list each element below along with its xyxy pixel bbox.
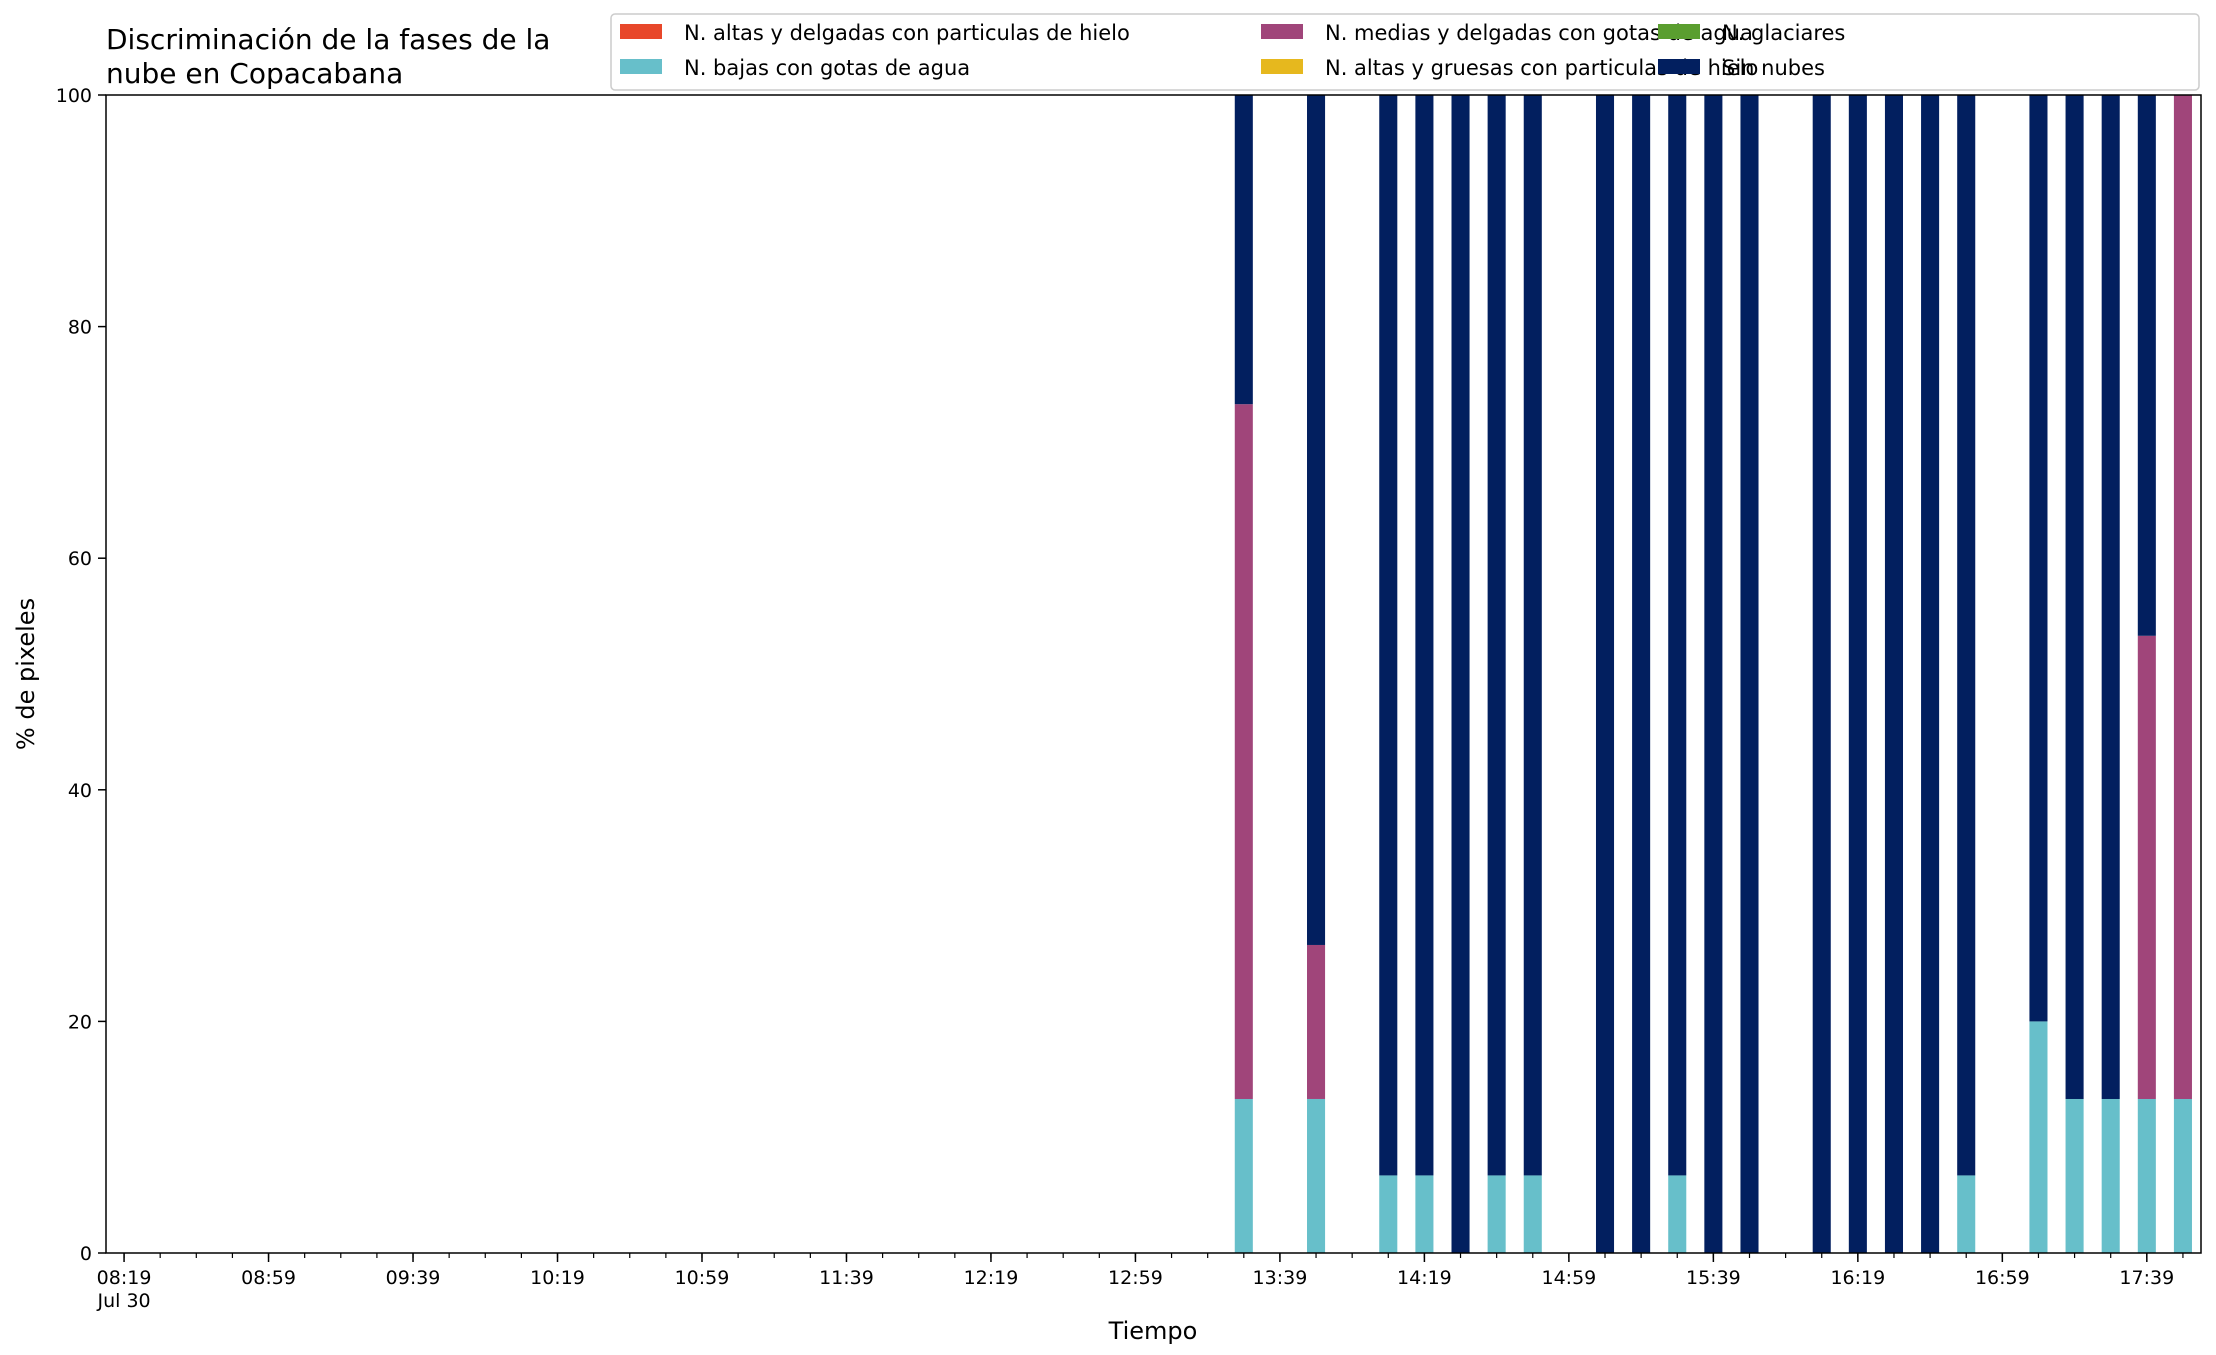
legend-label-0: N. altas y delgadas con particulas de hi… <box>684 21 1130 45</box>
x-axis-label: Tiempo <box>1108 1317 1198 1345</box>
legend-swatch-4 <box>1261 24 1303 39</box>
y-tick-label: 100 <box>56 85 92 107</box>
x-tick-label: 11:39 <box>819 1267 874 1289</box>
x-tick-label: 12:59 <box>1108 1267 1163 1289</box>
x-tick-label: 08:59 <box>241 1267 296 1289</box>
y-tick-label: 60 <box>68 548 92 570</box>
x-tick-label: 17:39 <box>2119 1267 2174 1289</box>
bar-segment-1709-series-2 <box>2029 1021 2048 1253</box>
x-tick-label: 14:19 <box>1397 1267 1452 1289</box>
bars-layer <box>1234 95 2192 1253</box>
bar-segment-1649-series-2 <box>1957 1175 1976 1253</box>
bar-segment-1419-series-5 <box>1415 95 1434 1176</box>
bar-segment-1519-series-5 <box>1632 95 1651 1253</box>
bar-segment-1549-series-5 <box>1740 95 1759 1253</box>
legend-items: N. altas y delgadas con particulas de hi… <box>620 21 1845 80</box>
bar-segment-1739-series-4 <box>2137 635 2156 1099</box>
bar-segment-1329-series-4 <box>1234 404 1253 1099</box>
x-tick-label: 14:59 <box>1542 1267 1597 1289</box>
bar-segment-1329-series-2 <box>1234 1098 1253 1253</box>
legend-swatch-3 <box>1658 24 1700 39</box>
bar-segment-1639-series-5 <box>1921 95 1940 1253</box>
bar-segment-1429-series-5 <box>1451 95 1470 1253</box>
bar-segment-1529-series-2 <box>1668 1175 1687 1253</box>
bar-segment-1409-series-5 <box>1379 95 1398 1176</box>
chart-title-line-1: Discriminación de la fases de la <box>106 23 550 56</box>
legend-label-3: N. glaciares <box>1722 21 1845 45</box>
x-tick-label: 10:59 <box>675 1267 730 1289</box>
x-tick-label: 16:19 <box>1830 1267 1885 1289</box>
legend-swatch-0 <box>620 24 662 39</box>
x-tick-label: 12:19 <box>964 1267 1019 1289</box>
bar-segment-1439-series-2 <box>1487 1175 1506 1253</box>
bar-segment-1619-series-5 <box>1848 95 1867 1253</box>
y-tick-label: 0 <box>80 1243 92 1265</box>
x-tick-label: 08:19 <box>97 1267 152 1289</box>
bar-segment-1449-series-5 <box>1523 95 1542 1176</box>
chart-title-line-2: nube en Copacabana <box>106 57 403 90</box>
x-tick-label: 15:39 <box>1686 1267 1741 1289</box>
plot-frame <box>105 94 2202 1254</box>
legend-label-5: Sin nubes <box>1722 56 1825 80</box>
bar-segment-1439-series-5 <box>1487 95 1506 1176</box>
bar-segment-1409-series-2 <box>1379 1175 1398 1253</box>
chart-title: Discriminación de la fases de la nube en… <box>106 23 559 90</box>
x-tick-sublabel: Jul 30 <box>96 1290 150 1312</box>
bar-segment-1529-series-5 <box>1668 95 1687 1176</box>
bar-segment-1719-series-5 <box>2065 95 2084 1099</box>
legend-swatch-5 <box>1658 59 1700 74</box>
bar-segment-1419-series-2 <box>1415 1175 1434 1253</box>
y-tick-label: 40 <box>68 780 92 802</box>
bar-segment-1729-series-2 <box>2101 1098 2120 1253</box>
x-tick-label: 13:39 <box>1253 1267 1308 1289</box>
bar-segment-1709-series-5 <box>2029 95 2048 1022</box>
x-tick-label: 16:59 <box>1975 1267 2030 1289</box>
x-tick-label: 10:19 <box>530 1267 585 1289</box>
legend: N. altas y delgadas con particulas de hi… <box>610 13 2200 91</box>
y-tick-label: 80 <box>68 317 92 339</box>
legend-swatch-2 <box>620 59 662 74</box>
y-tick-label: 20 <box>68 1011 92 1033</box>
bar-segment-1349-series-2 <box>1307 1098 1326 1253</box>
bar-segment-1449-series-2 <box>1523 1175 1542 1253</box>
bar-segment-1329-series-5 <box>1234 95 1253 405</box>
bar-segment-1509-series-5 <box>1595 95 1615 1253</box>
legend-label-2: N. bajas con gotas de agua <box>684 56 970 80</box>
y-axis: 0 20 40 60 80 100 <box>56 85 106 1265</box>
bar-segment-1719-series-2 <box>2065 1098 2084 1253</box>
y-axis-label: % de pixeles <box>12 598 40 750</box>
bar-segment-1539-series-5 <box>1704 95 1723 1253</box>
bar-segment-1739-series-5 <box>2137 95 2156 636</box>
bar-segment-1649-series-5 <box>1957 95 1976 1176</box>
bar-segment-1349-series-4 <box>1307 944 1326 1099</box>
plot-area <box>105 94 2202 1254</box>
x-tick-label: 09:39 <box>386 1267 441 1289</box>
bar-segment-1609-series-5 <box>1812 95 1831 1253</box>
bar-segment-1739-series-2 <box>2137 1098 2156 1253</box>
bar-segment-1749-series-2 <box>2173 1098 2192 1253</box>
legend-swatch-1 <box>1261 59 1303 74</box>
bar-segment-1349-series-5 <box>1307 95 1326 945</box>
legend-frame <box>610 13 2200 91</box>
bar-segment-1749-series-4 <box>2173 95 2192 1099</box>
bar-segment-1629-series-5 <box>1884 95 1903 1253</box>
bar-segment-1729-series-5 <box>2101 95 2120 1099</box>
